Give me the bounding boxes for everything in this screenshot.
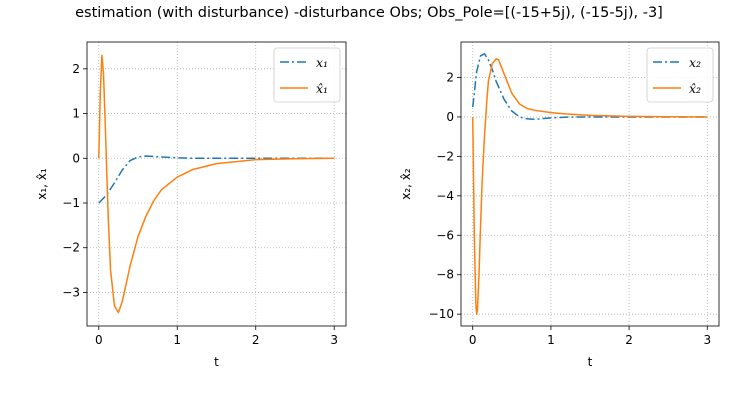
series-group [98, 54, 335, 314]
y-tick-label: 2 [446, 71, 454, 85]
y-axis-label: x₁, x̂₁ [35, 168, 49, 200]
legend-box [273, 47, 341, 103]
legend-label: x₂ [689, 55, 701, 70]
x-axis-label: t [214, 355, 219, 369]
series-group [471, 53, 708, 315]
series-line-estimate [471, 58, 708, 315]
x-tick-label: 1 [547, 333, 555, 347]
y-tick-label: −10 [429, 307, 454, 321]
y-tick-label: 1 [72, 107, 80, 121]
series-line-true [471, 53, 708, 121]
y-tick-label: −1 [62, 196, 80, 210]
legend-label: x̂₁ [316, 81, 328, 96]
x-tick-label: 0 [469, 333, 477, 347]
legend-box [646, 47, 714, 103]
x-tick-label: 2 [252, 333, 260, 347]
series-line-estimate [98, 54, 335, 314]
x-tick-label: 0 [95, 333, 103, 347]
legend-label: x̂₂ [689, 81, 701, 96]
y-tick-label: −2 [436, 149, 454, 163]
y-tick-label: −4 [436, 189, 454, 203]
x-axis-label: t [588, 355, 593, 369]
legend: x₂ x̂₂ [646, 47, 714, 103]
y-tick-label: −2 [62, 241, 80, 255]
y-tick-label: 0 [72, 151, 80, 165]
figure-title: estimation (with disturbance) -disturban… [75, 5, 663, 21]
y-tick-label: 2 [72, 62, 80, 76]
y-axis-label: x₂, x̂₂ [399, 168, 413, 200]
x-tick-label: 3 [703, 333, 711, 347]
x-tick-label: 2 [625, 333, 633, 347]
x-tick-label: 1 [173, 333, 181, 347]
chart-2: 0 1 2 3 −10 −8 −6 −4 −2 0 2 t x₂, x̂₂ x₂ x̂₂ [399, 41, 720, 369]
series-line-true [98, 155, 335, 204]
legend-label: x₁ [316, 55, 328, 70]
chart-1: 0 1 2 3 −3 −2 −1 0 1 2 t x₁, x̂₁ x₁ x̂₁ [35, 41, 347, 369]
x-tick-label: 3 [330, 333, 338, 347]
legend: x₁ x̂₁ [273, 47, 341, 103]
plot-frame [460, 41, 720, 327]
y-tick-label: −3 [62, 285, 80, 299]
y-tick-label: −8 [436, 268, 454, 282]
y-tick-label: 0 [446, 110, 454, 124]
plot-frame [86, 41, 347, 327]
y-tick-label: −6 [436, 228, 454, 242]
